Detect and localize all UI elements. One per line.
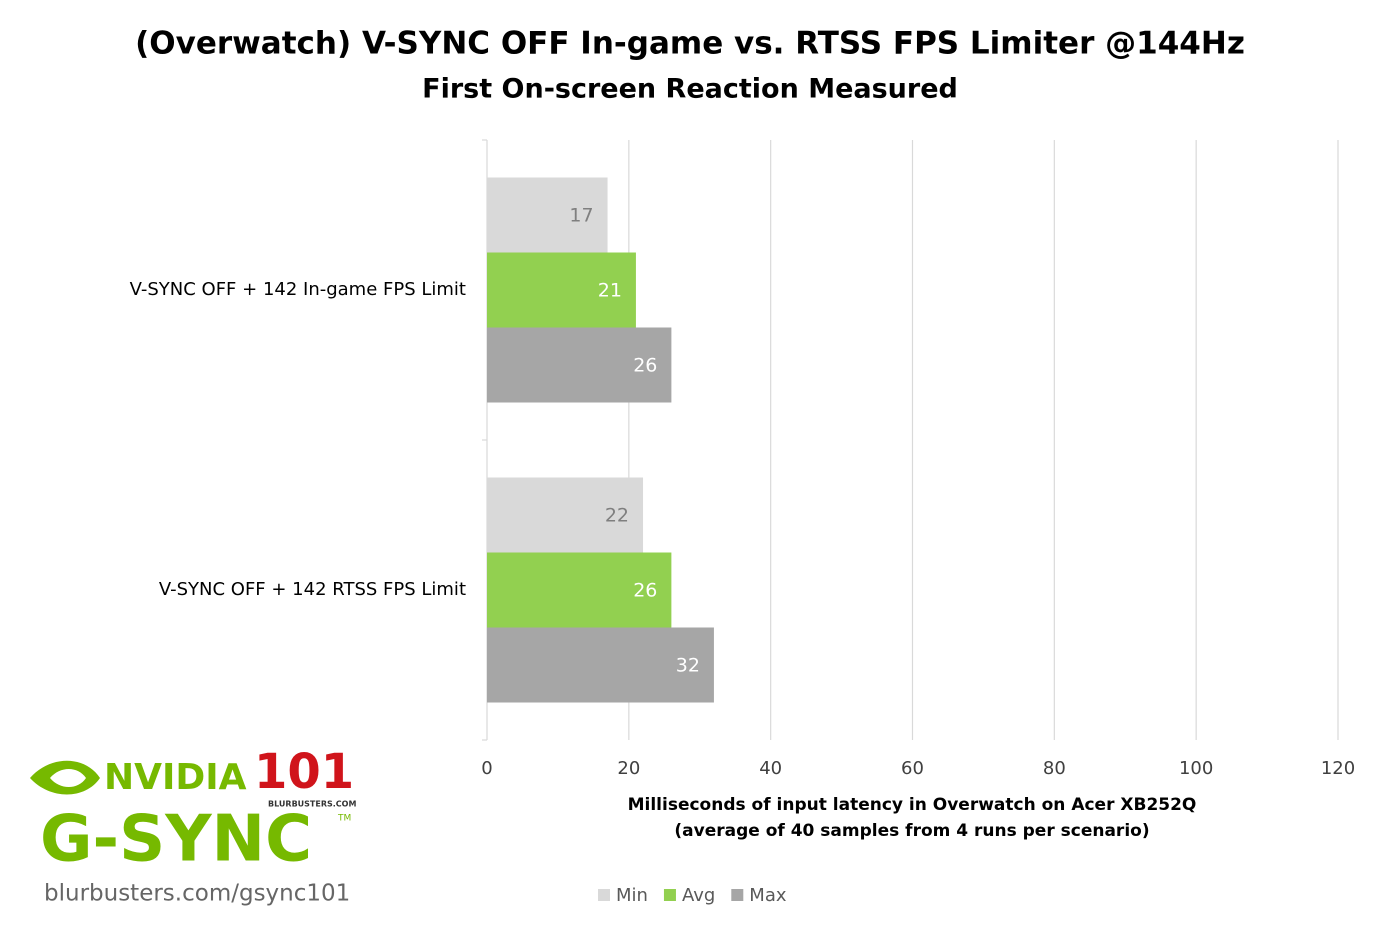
legend-swatch (731, 889, 744, 901)
nvidia-eye (30, 760, 100, 795)
legend-label: Avg (682, 885, 715, 906)
legend-label: Min (616, 885, 648, 906)
x-tick-label: 80 (1043, 758, 1066, 779)
x-axis-label: Milliseconds of input latency in Overwat… (628, 795, 1197, 815)
legend-swatch (663, 889, 676, 901)
x-tick-label: 20 (617, 758, 640, 779)
bar (487, 177, 608, 253)
legend-label: Max (749, 885, 787, 906)
logo-brand: NVIDIA (104, 757, 247, 798)
legend-swatch (598, 889, 610, 901)
y-tick-label: V-SYNC OFF + 142 RTSS FPS Limit (159, 579, 466, 600)
logo-product: G-SYNC (40, 803, 312, 877)
bar (487, 252, 636, 328)
x-tick-label: 100 (1179, 758, 1213, 779)
data-label: 26 (633, 355, 657, 377)
logo-trademark: TM (337, 814, 351, 824)
bar (487, 477, 644, 553)
chart-subtitle: First On-screen Reaction Measured (422, 74, 958, 105)
logo: NVIDIA 101 BLURBUSTERS.COM G-SYNC TM blu… (30, 744, 356, 907)
x-tick-label: 40 (759, 758, 782, 779)
data-label: 32 (676, 655, 700, 677)
bar (487, 627, 714, 703)
y-tick-label: V-SYNC OFF + 142 In-game FPS Limit (130, 279, 466, 300)
data-label: 21 (598, 280, 622, 302)
data-label: 26 (633, 580, 657, 602)
data-label: 22 (605, 505, 629, 527)
logo-number: 101 (254, 744, 354, 800)
data-label: 17 (569, 205, 593, 227)
x-axis-note: (average of 40 samples from 4 runs per s… (674, 821, 1149, 841)
x-tick-label: 0 (481, 758, 492, 779)
logo-url: blurbusters.com/gsync101 (44, 881, 350, 907)
logo-site: BLURBUSTERS.COM (268, 800, 356, 809)
bar (487, 327, 672, 403)
chart-title: (Overwatch) V-SYNC OFF In-game vs. RTSS … (135, 26, 1245, 62)
bar (487, 552, 672, 628)
x-tick-label: 60 (901, 758, 924, 779)
x-tick-label: 120 (1321, 758, 1355, 779)
